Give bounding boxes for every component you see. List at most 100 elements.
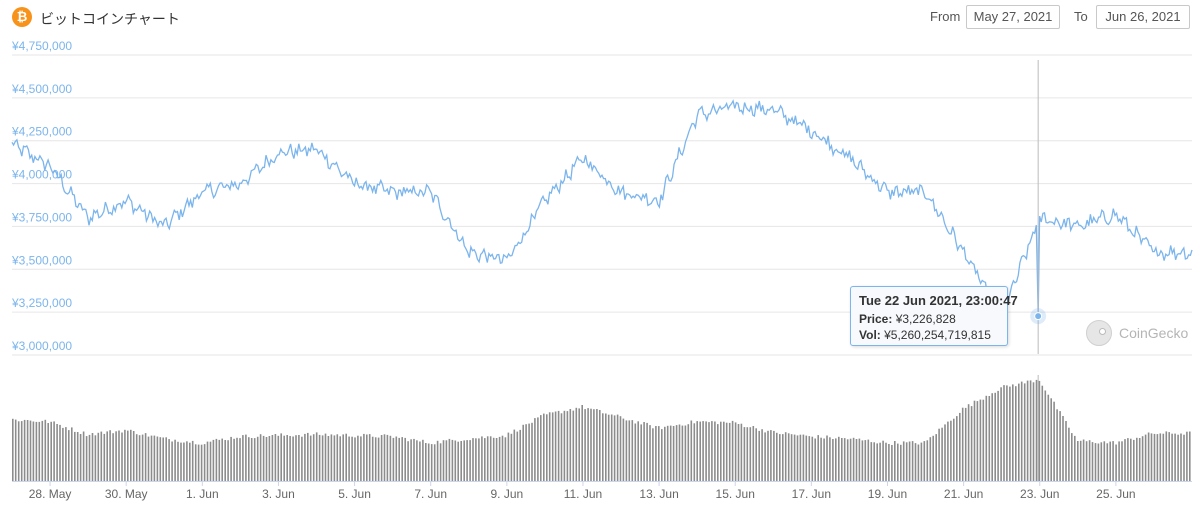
x-tick-label: 21. Jun: [944, 487, 983, 501]
volume-bar: [534, 418, 536, 481]
volume-bar: [209, 441, 212, 481]
volume-bar: [115, 431, 117, 481]
y-tick-label: ¥4,500,000: [11, 82, 72, 96]
volume-bar: [923, 441, 926, 481]
volume-bar: [47, 423, 49, 481]
volume-bar: [814, 438, 816, 481]
volume-bar: [442, 440, 445, 481]
volume-bar: [917, 444, 920, 481]
volume-bar: [206, 441, 209, 481]
volume-bar: [1165, 431, 1168, 481]
volume-bar: [932, 435, 934, 481]
volume-bar: [410, 439, 412, 481]
volume-bar: [380, 435, 383, 481]
volume-bar: [616, 414, 619, 481]
volume-bar: [1156, 434, 1159, 481]
volume-bar: [1065, 421, 1067, 481]
volume-bar: [1018, 383, 1020, 481]
volume-bar: [897, 443, 899, 481]
volume-bar: [1186, 431, 1188, 481]
volume-bar: [265, 437, 268, 481]
volume-bar: [445, 440, 448, 481]
volume-bar: [433, 444, 436, 481]
volume-bar: [776, 432, 778, 481]
from-label: From: [930, 9, 961, 24]
volume-bar: [427, 443, 430, 481]
volume-bar: [805, 435, 808, 481]
volume-bar: [728, 422, 731, 481]
volume-bar: [357, 435, 359, 481]
volume-bar: [29, 420, 32, 481]
volume-bar: [1077, 441, 1079, 481]
volume-bar: [17, 421, 20, 481]
volume-bar: [250, 438, 253, 481]
volume-bar: [1026, 380, 1029, 481]
volume-bar: [23, 419, 26, 481]
volume-bar: [307, 432, 309, 481]
volume-bar: [802, 434, 805, 481]
volume-bar: [566, 411, 569, 481]
volume-bar: [687, 424, 690, 481]
volume-bar: [717, 424, 719, 481]
bitcoin-icon: ₿: [12, 7, 32, 27]
volume-bar: [548, 412, 551, 481]
volume-bar: [489, 436, 492, 481]
volume-bar: [289, 436, 291, 481]
chart-title: ビットコインチャート: [40, 11, 180, 27]
x-tick-label: 28. May: [29, 487, 72, 501]
volume-bar: [1091, 442, 1094, 481]
volume-bar: [348, 436, 350, 481]
volume-bar: [100, 431, 103, 481]
volume-bar: [212, 439, 215, 481]
volume-bar: [150, 435, 153, 481]
to-date-input[interactable]: Jun 26, 2021: [1096, 5, 1190, 29]
volume-bar: [259, 434, 262, 481]
volume-bar: [242, 435, 244, 481]
volume-bar: [35, 421, 38, 481]
volume-bar: [321, 435, 324, 481]
volume-bar: [377, 437, 380, 481]
volume-bar: [386, 434, 389, 481]
volume-bar: [1041, 385, 1044, 481]
volume-bar: [610, 414, 613, 481]
volume-bar: [782, 434, 784, 481]
volume-bar: [575, 407, 578, 481]
volume-bar: [652, 428, 654, 481]
volume-bar: [852, 437, 855, 481]
price-tooltip: Tue 22 Jun 2021, 23:00:47 Price: ¥3,226,…: [850, 286, 1018, 346]
volume-bar: [197, 444, 200, 481]
volume-bar: [944, 424, 946, 481]
volume-bar: [38, 421, 41, 481]
volume-bar: [959, 412, 961, 481]
volume-bar: [498, 436, 501, 481]
volume-bar: [905, 442, 908, 481]
volume-bar: [602, 413, 604, 481]
volume-bar: [194, 444, 197, 481]
volume-bar: [327, 436, 330, 481]
volume-bar: [578, 408, 580, 481]
volume-bar: [189, 442, 191, 481]
volume-bar: [708, 422, 710, 481]
volume-bar: [675, 425, 678, 481]
volume-bar: [274, 434, 277, 481]
volume-bar: [109, 430, 111, 481]
y-tick-label: ¥3,750,000: [11, 210, 72, 224]
volume-bar: [767, 430, 769, 481]
volume-bar: [236, 437, 238, 481]
volume-bar: [637, 421, 639, 481]
volume-bar: [849, 438, 852, 481]
volume-bar: [351, 436, 353, 481]
from-date-input[interactable]: May 27, 2021: [966, 5, 1060, 29]
volume-bar: [1109, 441, 1111, 481]
volume-bar: [360, 436, 362, 481]
volume-bar: [841, 438, 843, 481]
y-tick-label: ¥3,500,000: [11, 253, 72, 267]
volume-bar: [982, 399, 985, 481]
volume-bar: [1015, 386, 1017, 481]
volume-bar: [475, 438, 477, 481]
volume-bar: [74, 431, 76, 481]
volume-bar: [1162, 433, 1165, 481]
volume-bar: [50, 421, 52, 481]
x-tick-label: 15. Jun: [716, 487, 755, 501]
